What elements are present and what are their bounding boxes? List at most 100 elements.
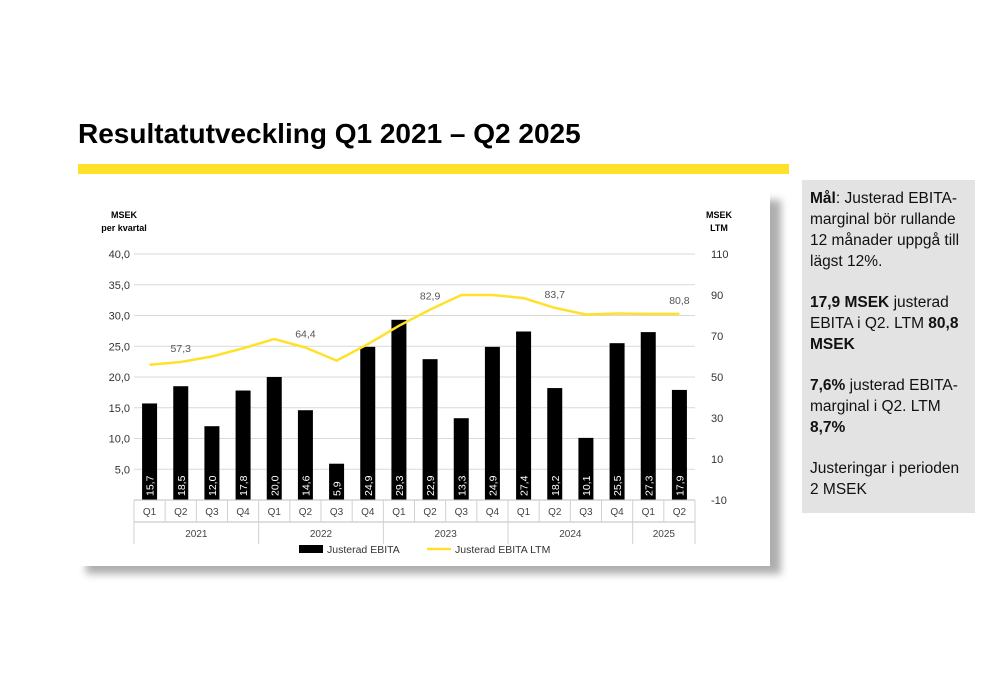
margin-text: justerad EBITA-marginal i Q2. LTM [810, 377, 958, 415]
quarter-label: Q1 [143, 507, 157, 518]
quarter-label: Q4 [361, 507, 375, 518]
bar [297, 410, 313, 500]
quarter-label: Q3 [330, 507, 344, 518]
bar-label: 18,5 [176, 475, 188, 496]
ltm-value: 80,8 MSEK [810, 315, 959, 353]
goal-text: : Justerad EBITA-marginal bör rullande 1… [810, 190, 960, 270]
left-axis-title: MSEK [111, 210, 138, 220]
right-tick-label: 70 [711, 331, 723, 343]
quarter-label: Q3 [579, 507, 593, 518]
bar [516, 331, 532, 500]
accent-bar [78, 164, 789, 174]
right-tick-label: 110 [711, 249, 729, 261]
bar-label: 17,9 [674, 475, 686, 496]
quarter-label: Q1 [268, 507, 282, 518]
bar-label: 5,9 [332, 481, 344, 496]
bar-label: 29,3 [394, 475, 406, 496]
bar-label: 25,5 [612, 475, 624, 496]
margin-value: 7,6% [810, 377, 846, 394]
bar [453, 418, 469, 500]
quarter-label: Q1 [392, 507, 406, 518]
quarter-label: Q2 [673, 507, 687, 518]
bar-label: 13,3 [456, 475, 468, 496]
bar [204, 426, 220, 500]
bar-label: 20,0 [269, 475, 281, 496]
quarter-label: Q3 [205, 507, 219, 518]
quarter-label: Q2 [423, 507, 437, 518]
legend-line-label: Justerad EBITA LTM [455, 544, 550, 556]
bar [578, 437, 594, 500]
left-tick-label: 5,0 [115, 464, 130, 476]
right-axis-title: LTM [710, 223, 728, 233]
ltm-line [149, 293, 680, 366]
ebita-chart: 40,0 35,0 30,0 25,0 20,0 15,0 10,0 5,0 110 90 70 50… [101, 210, 733, 556]
bar-label: 24,9 [363, 475, 375, 496]
right-tick-label: 10 [711, 454, 723, 466]
bar-label: 10,1 [581, 475, 593, 496]
info-panel: Mål: Justerad EBITA-marginal bör rulland… [802, 180, 975, 513]
bar [484, 346, 500, 500]
right-tick-label: 90 [711, 290, 723, 302]
bar [422, 359, 438, 500]
margin-ltm-value: 8,7% [810, 419, 846, 436]
bar [142, 403, 158, 500]
left-tick-label: 25,0 [109, 341, 130, 353]
year-label: 2024 [559, 529, 582, 540]
left-tick-label: 30,0 [109, 311, 130, 323]
adjustments-text: Justeringar i perioden 2 MSEK [810, 460, 960, 498]
chart-container: 40,0 35,0 30,0 25,0 20,0 15,0 10,0 5,0 110 90 70 50… [78, 192, 770, 566]
line-point-label: 57,3 [171, 343, 192, 355]
quarter-label: Q4 [236, 507, 250, 518]
quarter-label: Q2 [299, 507, 313, 518]
right-tick-label: 50 [711, 372, 723, 384]
page-title: Resultatutveckling Q1 2021 – Q2 2025 [78, 118, 581, 149]
bar [360, 346, 376, 500]
bar-label: 18,2 [550, 475, 562, 496]
bar-label: 27,3 [643, 475, 655, 496]
ebita-paragraph: 17,9 MSEK justerad EBITA i Q2. LTM 80,8 … [810, 292, 967, 355]
bar [671, 389, 687, 500]
year-label: 2022 [310, 529, 333, 540]
bar [391, 319, 407, 500]
bar [640, 332, 656, 500]
bar [235, 390, 251, 500]
bar [547, 388, 563, 500]
bar [266, 377, 282, 500]
ebita-text: justerad EBITA i Q2. LTM [810, 294, 949, 332]
adjustments-paragraph: Justeringar i perioden 2 MSEK [810, 458, 967, 500]
bar [329, 463, 345, 500]
left-tick-label: 40,0 [109, 249, 130, 261]
line-point-label: 82,9 [420, 291, 441, 303]
bar-label: 22,9 [425, 475, 437, 496]
line-point-label: 64,4 [295, 328, 316, 340]
margin-paragraph: 7,6% justerad EBITA-marginal i Q2. LTM 8… [810, 375, 967, 438]
bar [173, 386, 189, 500]
quarter-label: Q1 [642, 507, 656, 518]
quarter-label: Q3 [455, 507, 469, 518]
line-point-label: 83,7 [545, 289, 566, 301]
left-tick-label: 15,0 [109, 403, 130, 415]
legend-bar-label: Justerad EBITA [327, 544, 400, 556]
line-point-label: 80,8 [669, 295, 690, 307]
year-label: 2021 [185, 529, 208, 540]
year-label: 2025 [653, 529, 676, 540]
right-tick-label: -10 [711, 495, 727, 507]
legend-bar-swatch [299, 545, 323, 553]
bar-label: 12,0 [207, 475, 219, 496]
bar-label: 15,7 [145, 475, 157, 496]
right-axis-title: MSEK [706, 210, 733, 220]
quarter-label: Q4 [610, 507, 624, 518]
year-label: 2023 [435, 529, 458, 540]
left-tick-label: 35,0 [109, 280, 130, 292]
goal-label: Mål [810, 190, 836, 207]
bar-label: 27,4 [519, 475, 531, 496]
quarter-label: Q4 [486, 507, 500, 518]
right-tick-label: 30 [711, 413, 723, 425]
left-tick-label: 10,0 [109, 434, 130, 446]
bar-label: 24,9 [487, 475, 499, 496]
left-tick-label: 20,0 [109, 372, 130, 384]
ebita-value: 17,9 MSEK [810, 294, 890, 311]
bar [609, 343, 625, 500]
quarter-label: Q2 [548, 507, 562, 518]
quarter-label: Q2 [174, 507, 188, 518]
